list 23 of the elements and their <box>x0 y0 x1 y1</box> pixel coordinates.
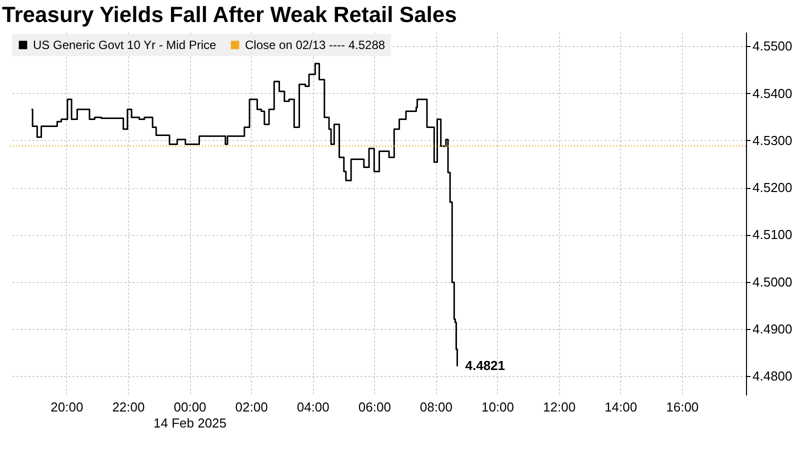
y-tick-label: 4.5400 <box>752 86 792 101</box>
x-tick-label: 14:00 <box>604 400 638 414</box>
x-tick-label: 04:00 <box>296 400 330 414</box>
y-tick-label: 4.5500 <box>752 38 792 54</box>
y-tick-label: 4.5000 <box>752 274 792 290</box>
legend-label: Close on 02/13 ---- 4.5288 <box>245 38 386 52</box>
y-tick-label: 4.4900 <box>752 322 792 336</box>
y-tick-label: 4.4800 <box>752 368 792 384</box>
y-tick-label: 4.5300 <box>752 132 792 148</box>
x-tick-label: 12:00 <box>543 400 576 414</box>
y-tick-label: 4.5100 <box>752 227 792 242</box>
x-tick-label: 16:00 <box>666 400 699 414</box>
x-tick-label: 20:00 <box>50 400 84 414</box>
x-tick-label: 02:00 <box>235 400 268 414</box>
annotation: 4.4821 <box>465 358 506 374</box>
chart-title: Treasury Yields Fall After Weak Retail Sales <box>2 2 457 27</box>
legend-label: US Generic Govt 10 Yr - Mid Price <box>33 38 216 52</box>
x-tick-label: 06:00 <box>358 400 391 414</box>
y-tick-label: 4.5200 <box>752 180 792 196</box>
x-tick-label: 22:00 <box>112 400 145 414</box>
x-tick-label: 00:00 14 Feb 2025 <box>154 400 227 430</box>
x-tick-label: 08:00 <box>420 400 452 414</box>
x-tick-label: 10:00 <box>481 400 514 414</box>
